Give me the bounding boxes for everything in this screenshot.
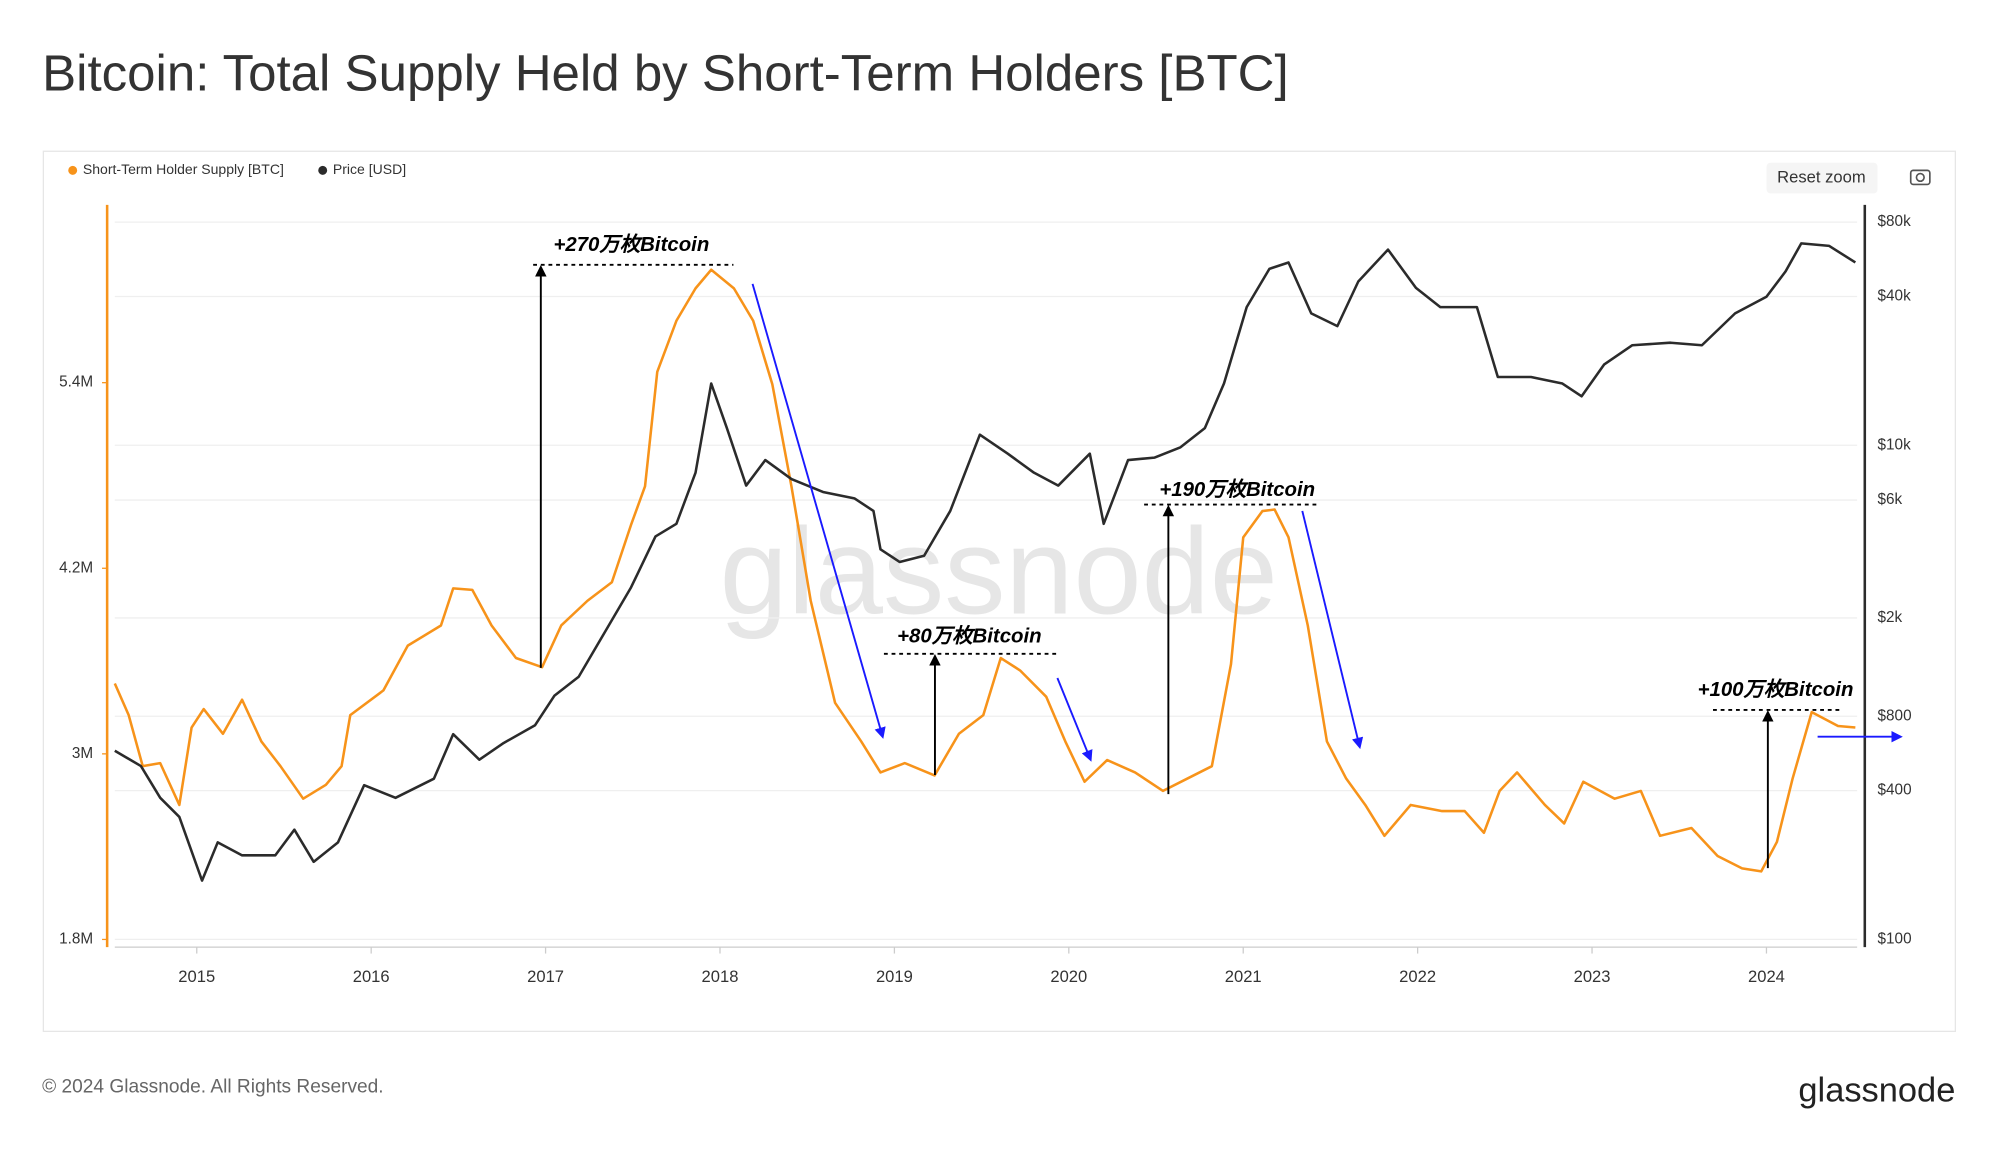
- watermark: glassnode: [720, 502, 1278, 639]
- legend-swatch: [318, 165, 328, 175]
- camera-lens[interactable]: [1915, 172, 1925, 183]
- annotation-label: +270万枚Bitcoin: [553, 233, 709, 256]
- chart-title: Bitcoin: Total Supply Held by Short-Term…: [42, 45, 1289, 102]
- x-tick-label: 2023: [1574, 967, 1611, 986]
- x-tick-label: 2018: [702, 967, 739, 986]
- y2-tick-label: $100: [1878, 930, 1912, 947]
- x-tick-label: 2019: [876, 967, 913, 986]
- legend-label: Short-Term Holder Supply [BTC]: [83, 161, 284, 177]
- y2-tick-label: $400: [1878, 782, 1912, 799]
- reset-zoom-button[interactable]: Reset zoom: [1766, 162, 1878, 194]
- camera-button[interactable]: [1909, 169, 1931, 186]
- camera-body[interactable]: [1909, 169, 1931, 186]
- series-line: [113, 268, 1856, 873]
- reset-zoom-label[interactable]: Reset zoom: [1777, 167, 1865, 186]
- y-tick-label: 3M: [72, 745, 93, 762]
- y2-tick-label: $80k: [1878, 213, 1912, 230]
- chart-frame: [42, 150, 1956, 1032]
- legend-swatch: [68, 165, 78, 175]
- y2-tick-label: $40k: [1878, 288, 1912, 305]
- series-line: [114, 242, 1857, 882]
- trend-arrow: [751, 283, 886, 739]
- trend-arrow: [1301, 510, 1364, 750]
- logo: glassnode: [1798, 1072, 1955, 1110]
- reset-zoom-bg[interactable]: [1766, 162, 1878, 194]
- plot: $100 $400 $800 $2k $6k $10k $40k $80k 1.8M 3M 4.2M…: [59, 161, 1911, 986]
- y2-tick-label: $2k: [1878, 609, 1903, 626]
- x-tick-label: 2015: [178, 967, 215, 986]
- x-tick-label: 2024: [1748, 967, 1785, 986]
- annotation-label: +80万枚Bitcoin: [897, 625, 1041, 648]
- y2-tick-label: $6k: [1878, 491, 1903, 508]
- x-tick-label: 2017: [527, 967, 564, 986]
- y-tick-label: 1.8M: [59, 930, 93, 947]
- x-tick-label: 2022: [1399, 967, 1436, 986]
- y2-tick-label: $800: [1878, 707, 1912, 724]
- y-tick-label: 4.2M: [59, 559, 93, 576]
- x-tick-label: 2020: [1050, 967, 1087, 986]
- x-tick-label: 2016: [353, 967, 390, 986]
- y2-tick-label: $10k: [1878, 436, 1912, 453]
- annotation-label: +190万枚Bitcoin: [1159, 478, 1315, 501]
- annotation-label: +100万枚Bitcoin: [1698, 678, 1854, 701]
- legend-label: Price [USD]: [333, 161, 406, 177]
- y-tick-label: 5.4M: [59, 374, 93, 391]
- trend-arrow: [1056, 677, 1093, 762]
- x-tick-label: 2021: [1225, 967, 1262, 986]
- footer: © 2024 Glassnode. All Rights Reserved.: [42, 1077, 384, 1098]
